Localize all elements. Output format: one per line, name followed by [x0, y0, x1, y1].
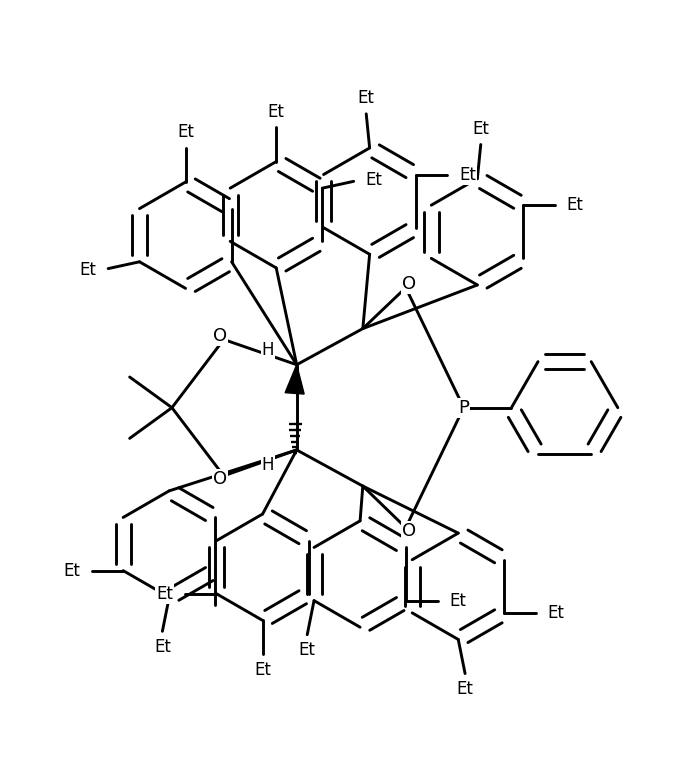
- Text: Et: Et: [63, 561, 80, 579]
- Text: Et: Et: [449, 592, 466, 610]
- Text: Et: Et: [567, 196, 584, 214]
- Text: Et: Et: [457, 681, 473, 699]
- Text: Et: Et: [548, 604, 565, 622]
- Text: Et: Et: [156, 585, 173, 603]
- Text: O: O: [402, 522, 416, 540]
- Text: Et: Et: [154, 638, 170, 656]
- Text: O: O: [213, 470, 227, 488]
- Text: Et: Et: [299, 641, 316, 659]
- Polygon shape: [285, 365, 304, 394]
- Text: Et: Et: [268, 103, 284, 121]
- Text: Et: Et: [79, 261, 96, 279]
- Text: Et: Et: [254, 661, 271, 679]
- Text: Et: Et: [358, 89, 374, 107]
- Text: Et: Et: [366, 171, 383, 189]
- Text: Et: Et: [459, 165, 476, 183]
- Text: H: H: [262, 341, 274, 359]
- Text: O: O: [402, 275, 416, 293]
- Text: H: H: [262, 456, 274, 474]
- Text: Et: Et: [177, 123, 194, 141]
- Text: P: P: [458, 399, 469, 416]
- Text: Et: Et: [473, 120, 489, 138]
- Text: O: O: [213, 327, 227, 345]
